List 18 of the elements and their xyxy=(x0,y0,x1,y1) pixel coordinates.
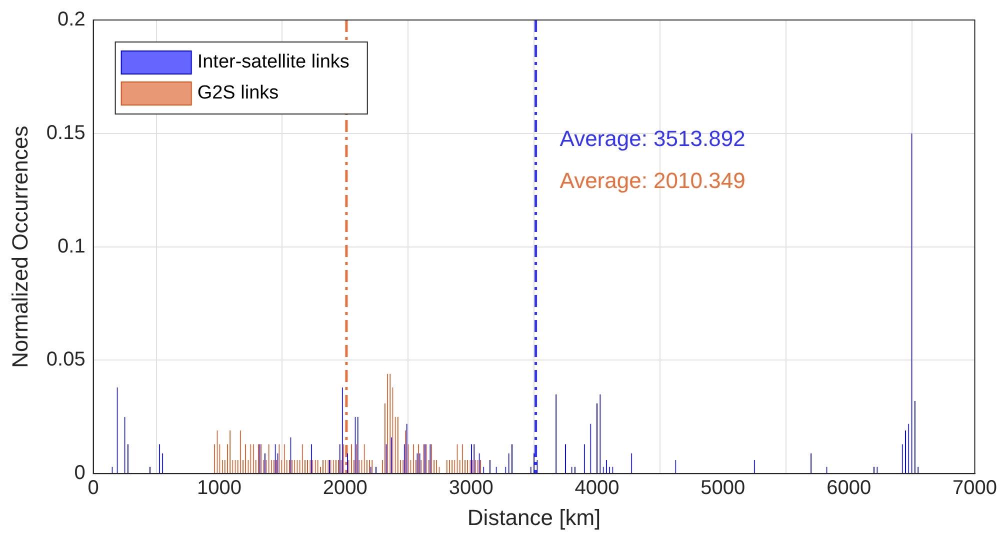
x-tick-label: 5000 xyxy=(700,477,746,500)
ref-line-label: Average: 2010.349 xyxy=(560,168,746,194)
y-tick-label: 0.05 xyxy=(46,348,86,371)
ref-line-label: Average: 3513.892 xyxy=(560,126,746,152)
x-tick-label: 7000 xyxy=(952,477,998,500)
x-tick-label: 1000 xyxy=(196,477,242,500)
x-axis-title: Distance [km] xyxy=(467,504,601,530)
x-tick-label: 2000 xyxy=(322,477,368,500)
y-tick-label: 0 xyxy=(74,462,86,484)
y-tick-label: 0.15 xyxy=(46,122,86,144)
y-tick-label: 0.2 xyxy=(58,8,86,31)
x-tick-label: 6000 xyxy=(826,477,872,500)
y-tick-label: 0.1 xyxy=(58,235,86,258)
legend-label: G2S links xyxy=(197,82,279,104)
y-axis-title: Normalized Occurrences xyxy=(7,126,32,368)
x-tick-label: 3000 xyxy=(448,477,494,500)
x-tick-label: 4000 xyxy=(574,477,620,500)
legend-label: Inter-satellite links xyxy=(197,52,350,73)
